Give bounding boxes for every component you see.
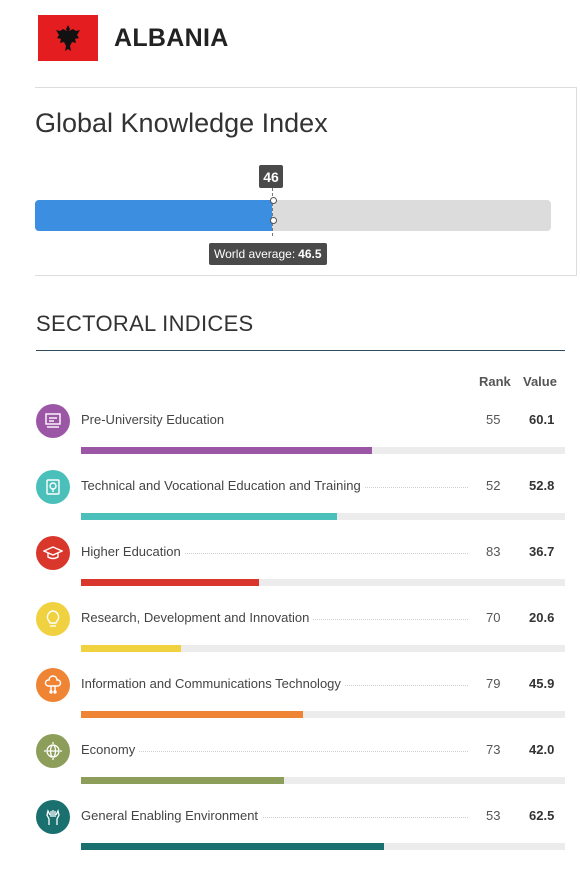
sectoral-title: SECTORAL INDICES xyxy=(36,311,254,336)
gki-bar-track xyxy=(35,200,551,231)
lightbulb-icon xyxy=(36,602,70,636)
sector-bar-track xyxy=(81,645,565,652)
sector-rank: 53 xyxy=(486,808,501,823)
sector-value: 36.7 xyxy=(529,544,555,559)
sector-bar-track xyxy=(81,711,565,718)
world-average-marker xyxy=(272,188,273,236)
sector-label: Information and Communications Technolog… xyxy=(81,676,345,691)
sector-row-enabling-environment[interactable]: General Enabling Environment 53 62.5 xyxy=(0,800,580,866)
sector-bar-track xyxy=(81,513,565,520)
sector-leader-line xyxy=(81,817,468,818)
albania-flag xyxy=(38,15,98,61)
sector-rank: 52 xyxy=(486,478,501,493)
value-column-header: Value xyxy=(523,374,557,389)
sector-label: General Enabling Environment xyxy=(81,808,263,823)
sector-bar-fill xyxy=(81,645,181,652)
sectoral-divider xyxy=(36,350,565,351)
albania-eagle-icon xyxy=(56,25,80,51)
sector-bar-fill xyxy=(81,579,259,586)
sector-bar-fill xyxy=(81,843,384,850)
sector-value: 20.6 xyxy=(529,610,555,625)
sector-value: 52.8 xyxy=(529,478,555,493)
sector-bar-track xyxy=(81,843,565,850)
world-average-marker-dot-top xyxy=(270,197,277,204)
sector-bar-track xyxy=(81,447,565,454)
gki-bar-fill xyxy=(35,200,273,231)
sector-label: Pre-University Education xyxy=(81,412,229,427)
sector-label: Economy xyxy=(81,742,140,757)
sector-row-rdi[interactable]: Research, Development and Innovation 70 … xyxy=(0,602,580,668)
sector-rank: 73 xyxy=(486,742,501,757)
sector-bar-fill xyxy=(81,447,372,454)
sector-leader-line xyxy=(81,751,468,752)
country-header: ALBANIA xyxy=(38,14,229,62)
hands-icon xyxy=(36,800,70,834)
country-name: ALBANIA xyxy=(114,23,229,52)
sector-row-tvet[interactable]: Technical and Vocational Education and T… xyxy=(0,470,580,536)
sector-row-pre-university[interactable]: Pre-University Education 55 60.1 xyxy=(0,404,580,470)
sector-label: Research, Development and Innovation xyxy=(81,610,314,625)
world-average-marker-dot-bottom xyxy=(270,217,277,224)
sector-leader-line xyxy=(81,553,468,554)
gki-score-badge: 46 xyxy=(259,165,283,188)
cloud-network-icon xyxy=(36,668,70,702)
sector-bar-fill xyxy=(81,513,337,520)
globe-icon xyxy=(36,734,70,768)
certificate-icon xyxy=(36,470,70,504)
sector-bar-fill xyxy=(81,711,304,718)
world-average-tooltip: World average: 46.5 xyxy=(209,243,327,265)
sector-rank: 55 xyxy=(486,412,501,427)
sector-label: Higher Education xyxy=(81,544,185,559)
sector-value: 42.0 xyxy=(529,742,555,757)
gki-title: Global Knowledge Index xyxy=(35,108,328,138)
sector-rank: 79 xyxy=(486,676,501,691)
sector-rank: 83 xyxy=(486,544,501,559)
sector-row-economy[interactable]: Economy 73 42.0 xyxy=(0,734,580,800)
sector-row-higher-education[interactable]: Higher Education 83 36.7 xyxy=(0,536,580,602)
sector-bar-track xyxy=(81,777,565,784)
sector-value: 62.5 xyxy=(529,808,555,823)
graduation-cap-icon xyxy=(36,536,70,570)
sector-value: 60.1 xyxy=(529,412,555,427)
world-average-label: World average: xyxy=(214,247,296,261)
sector-value: 45.9 xyxy=(529,676,555,691)
rank-column-header: Rank xyxy=(479,374,511,389)
sector-label: Technical and Vocational Education and T… xyxy=(81,478,365,493)
sector-bar-track xyxy=(81,579,565,586)
sector-bar-fill xyxy=(81,777,285,784)
sector-row-ict[interactable]: Information and Communications Technolog… xyxy=(0,668,580,734)
world-average-value: 46.5 xyxy=(298,247,322,261)
school-board-icon xyxy=(36,404,70,438)
sector-rank: 70 xyxy=(486,610,501,625)
gki-card: Global Knowledge Index 46 World average:… xyxy=(35,87,577,276)
